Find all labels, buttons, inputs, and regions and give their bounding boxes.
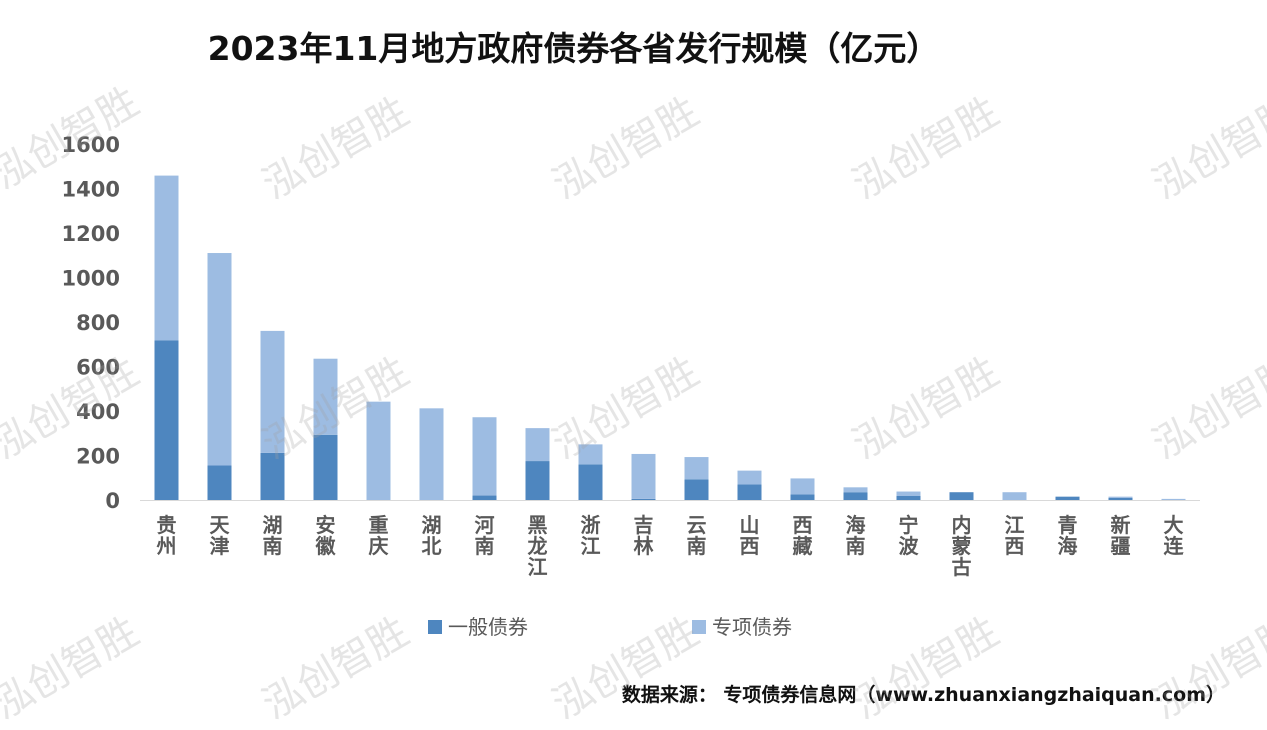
x-tick-label: 浙江 [581,513,601,558]
x-tick-label: 山西 [740,513,760,558]
x-tick-label: 青海 [1058,513,1078,558]
y-tick-label: 0 [105,489,120,513]
bar-special [472,417,497,496]
bar-general [949,492,974,500]
x-tick-label: 天津 [210,513,231,558]
x-tick-label: 贵州 [157,513,177,558]
y-tick-label: 1600 [62,133,120,157]
bar-special [631,453,656,499]
y-tick-label: 600 [76,356,120,380]
legend-swatch [692,620,706,634]
bar-general [1055,496,1080,500]
bar-general [631,498,656,500]
bar-general [737,484,762,500]
stacked-bar-chart: 0 200 400 600 800 1000 1200 1400 1600 贵州天津湖南安徽重庆湖… [62,133,1200,639]
x-tick-label: 海南 [846,513,866,558]
x-tick-label: 云南 [687,513,707,558]
bar-general [260,452,285,500]
bar-general [684,479,709,500]
bar-general [578,464,603,500]
bar-special [366,401,391,500]
bar-special [737,470,762,485]
bar-special [790,478,815,495]
y-tick-label: 1400 [62,178,120,202]
x-tick-label: 重庆 [369,513,389,558]
legend-label: 专项债券 [712,615,792,639]
bar-special [1108,496,1133,498]
x-tick-label: 吉林 [634,513,654,558]
bar-general [154,340,179,500]
bar-special [419,408,444,500]
bar-general [472,495,497,500]
bar-special [843,487,868,493]
data-source-note: 数据来源： 专项债券信息网（www.zhuanxiangzhaiquan.com… [621,684,1225,706]
legend-swatch [428,620,442,634]
bar-general [525,461,550,500]
bar-special [1161,498,1186,500]
x-tick-label: 大连 [1164,513,1185,558]
legend-label: 一般债券 [448,615,528,639]
bar-special [525,428,550,462]
y-tick-label: 200 [76,445,120,469]
x-tick-label: 湖南 [263,513,283,558]
bar-special [313,358,338,435]
chart-title: 2023年11月地方政府债券各省发行规模（亿元） [207,29,940,68]
x-tick-label: 西藏 [793,513,813,558]
x-tick-label: 安徽 [315,513,337,558]
bar-general [896,495,921,500]
y-tick-label: 1200 [62,222,120,246]
x-tick-label: 江西 [1005,513,1025,558]
bar-general [313,434,338,500]
x-tick-label: 黑龙江 [528,513,548,579]
x-tick-label: 新疆 [1111,513,1131,558]
y-tick-label: 800 [76,311,120,335]
bar-special [207,253,232,466]
bar-general [843,492,868,500]
bar-special [1002,492,1027,500]
y-tick-label: 1000 [62,267,120,291]
bar-special [154,175,179,341]
bar-special [684,457,709,480]
y-tick-label: 400 [76,400,120,424]
bar-general [790,494,815,500]
x-tick-label: 湖北 [422,513,442,558]
x-tick-label: 内蒙古 [952,513,972,579]
bar-general [207,465,232,500]
bar-special [578,444,603,465]
bar-special [896,491,921,496]
x-tick-label: 宁波 [899,513,920,558]
bar-general [1108,497,1133,500]
x-tick-label: 河南 [475,513,495,558]
bar-special [260,330,285,453]
